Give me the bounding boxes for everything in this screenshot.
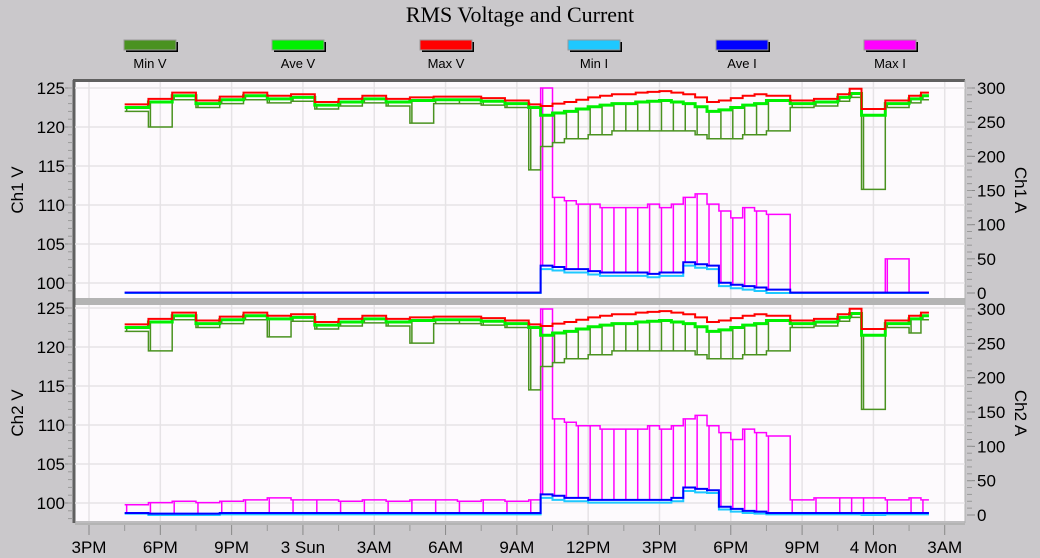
series-line xyxy=(124,261,929,294)
series-min-v xyxy=(124,313,929,411)
series-ave-i xyxy=(124,486,929,515)
chart-title: RMS Voltage and Current xyxy=(406,2,634,27)
series-line xyxy=(124,311,929,337)
y2-tick-label: 200 xyxy=(977,369,1005,388)
series-line xyxy=(124,307,929,331)
y2-axis-label: Ch1 A xyxy=(1011,167,1030,214)
legend: Min V Ave V Max V Min I Ave I Max I xyxy=(123,39,918,71)
y2-tick-label: 50 xyxy=(977,250,996,269)
series-line xyxy=(124,486,929,515)
series-line xyxy=(124,489,929,516)
panel-2: 125 120 115 110 105 100 300 250 200 150 100 50 0 Ch2 … xyxy=(8,299,1030,525)
series-ave-v xyxy=(124,311,929,337)
legend-swatch xyxy=(567,39,621,51)
y-tick-label: 100 xyxy=(37,494,65,513)
y2-tick-label: 150 xyxy=(977,182,1005,201)
series-min-i xyxy=(124,489,929,516)
x-tick-label: 6PM xyxy=(143,538,178,557)
x-tick-label: 9PM xyxy=(214,538,249,557)
legend-swatch xyxy=(123,39,177,51)
legend-swatch xyxy=(863,39,917,51)
y-tick-label: 125 xyxy=(37,299,65,318)
x-tick-label: 3PM xyxy=(642,538,677,557)
series-line xyxy=(124,91,929,117)
y2-tick-label: 0 xyxy=(977,506,986,525)
y2-tick-label: 250 xyxy=(977,113,1005,132)
series-max-v xyxy=(124,307,929,331)
legend-label: Max I xyxy=(874,56,906,71)
x-tick-label: 4 Mon xyxy=(850,538,897,557)
y2-tick-label: 100 xyxy=(977,216,1005,235)
x-tick-label: 3AM xyxy=(357,538,392,557)
x-tick-label: 12PM xyxy=(566,538,610,557)
y-tick-label: 120 xyxy=(37,118,65,137)
legend-label: Min V xyxy=(133,56,167,71)
legend-label: Ave I xyxy=(727,56,756,71)
y-tick-label: 120 xyxy=(37,338,65,357)
y2-tick-label: 150 xyxy=(977,403,1005,422)
x-tick-label: 3PM xyxy=(72,538,107,557)
x-tick-label: 9PM xyxy=(785,538,820,557)
x-tick-label: 6AM xyxy=(428,538,463,557)
y2-tick-label: 300 xyxy=(977,79,1005,98)
series-line xyxy=(124,87,929,111)
panel-separator xyxy=(75,298,965,305)
series-ave-i xyxy=(124,261,929,294)
y-tick-label: 115 xyxy=(38,157,65,176)
series-line xyxy=(124,316,929,411)
y-tick-label: 105 xyxy=(37,235,65,254)
legend-swatch xyxy=(419,39,473,51)
y2-tick-label: 0 xyxy=(977,284,986,303)
x-tick-label: 3 Sun xyxy=(281,538,325,557)
legend-label: Min I xyxy=(580,56,608,71)
series-line xyxy=(124,96,929,191)
series-max-i xyxy=(124,308,929,514)
x-tick-label: 3AM xyxy=(927,538,962,557)
y-axis-label: Ch2 V xyxy=(8,389,27,437)
legend-swatch xyxy=(271,39,325,51)
x-tick-label: 6PM xyxy=(713,538,748,557)
series-ave-v xyxy=(124,91,929,117)
y2-tick-label: 200 xyxy=(977,147,1005,166)
y2-axis-label: Ch2 A xyxy=(1011,390,1030,437)
y2-tick-label: 50 xyxy=(977,472,996,491)
panel-1: 125 120 115 110 105 100 300 250 200 150 100 50 0 Ch1 … xyxy=(8,79,1030,303)
y-tick-label: 105 xyxy=(37,455,65,474)
legend-label: Max V xyxy=(428,56,465,71)
y-tick-label: 100 xyxy=(37,274,65,293)
series-max-v xyxy=(124,87,929,111)
legend-swatch xyxy=(715,39,769,51)
y-tick-label: 115 xyxy=(38,377,65,396)
x-tick-label: 9AM xyxy=(499,538,534,557)
y2-tick-label: 250 xyxy=(977,334,1005,353)
y-tick-label: 125 xyxy=(37,79,65,98)
x-axis: 3PM 6PM 9PM 3 Sun 3AM 6AM 9AM 12PM 3PM 6PM 9PM 4 Mo… xyxy=(72,523,965,557)
y-axis-label: Ch1 V xyxy=(8,166,27,214)
legend-label: Ave V xyxy=(281,56,316,71)
y-tick-label: 110 xyxy=(38,416,65,435)
x-axis-line xyxy=(75,523,965,525)
y2-tick-label: 100 xyxy=(977,437,1005,456)
series-line xyxy=(124,308,929,506)
y2-tick-label: 300 xyxy=(977,300,1005,319)
y-tick-label: 110 xyxy=(38,196,65,215)
